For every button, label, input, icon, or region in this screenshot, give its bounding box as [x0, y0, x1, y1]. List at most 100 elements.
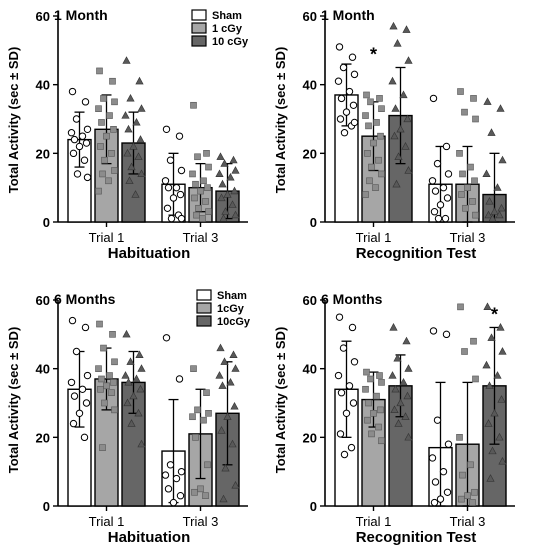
data-point	[164, 485, 173, 493]
data-point	[367, 375, 374, 383]
data-point	[123, 148, 132, 157]
data-point	[337, 389, 346, 397]
data-point	[109, 77, 116, 85]
data-point	[441, 214, 450, 223]
data-point	[404, 364, 413, 372]
data-point	[97, 143, 104, 150]
data-point	[72, 347, 81, 356]
data-point	[98, 375, 105, 383]
data-point	[136, 384, 145, 393]
data-point	[459, 170, 466, 178]
data-point	[396, 398, 405, 407]
data-point	[122, 56, 131, 64]
data-point	[487, 333, 496, 341]
data-point	[223, 412, 232, 420]
data-point	[80, 156, 89, 164]
y-tick-label: 60	[36, 293, 50, 308]
data-point	[335, 313, 344, 321]
data-point	[336, 430, 345, 438]
data-point	[231, 166, 240, 174]
y-tick-label: 20	[303, 146, 317, 161]
data-point	[362, 112, 369, 119]
x-tick-label: Trial 1	[89, 230, 125, 245]
legend-swatch-1cgy	[196, 302, 212, 314]
data-point	[488, 446, 497, 455]
data-point	[129, 142, 138, 150]
data-point	[470, 95, 477, 102]
data-point	[111, 98, 118, 106]
data-point	[442, 142, 451, 151]
data-point	[340, 450, 349, 459]
data-point	[111, 358, 118, 366]
data-point	[444, 440, 453, 448]
y-axis-label: Total Activity (sec ± SD)	[6, 47, 21, 194]
data-point	[96, 320, 103, 328]
data-point	[402, 336, 411, 345]
data-point	[135, 76, 144, 85]
data-point	[436, 201, 445, 209]
data-point	[401, 412, 410, 420]
data-point	[219, 494, 228, 503]
data-point	[461, 348, 468, 355]
data-point	[161, 471, 170, 479]
data-point	[163, 204, 172, 212]
data-point	[200, 177, 207, 185]
data-point	[132, 118, 141, 126]
data-point	[218, 381, 227, 389]
data-point	[134, 152, 143, 160]
data-point	[131, 190, 140, 198]
data-point	[402, 25, 411, 33]
data-point	[497, 395, 506, 403]
data-point	[95, 105, 102, 112]
panel-title: 6 Months	[321, 291, 383, 307]
data-point	[485, 196, 494, 205]
data-point	[67, 129, 76, 137]
legend-swatch-10cgy	[191, 35, 207, 47]
data-point	[101, 399, 108, 407]
data-point	[365, 122, 372, 130]
data-point	[431, 478, 440, 486]
data-point	[228, 200, 237, 208]
data-point	[458, 495, 465, 503]
data-point	[172, 474, 181, 483]
data-point	[67, 378, 76, 387]
data-point	[68, 87, 77, 96]
data-point	[217, 193, 226, 202]
data-point	[349, 399, 358, 407]
data-point	[458, 191, 465, 198]
y-tick-label: 40	[36, 78, 50, 93]
y-tick-label: 20	[303, 430, 317, 445]
data-point	[161, 177, 170, 185]
data-point	[364, 416, 371, 424]
data-point	[433, 159, 442, 168]
data-point	[109, 331, 116, 338]
data-point	[348, 323, 357, 332]
panel-title: 6 Months	[54, 291, 116, 307]
data-point	[486, 474, 495, 482]
data-point	[99, 170, 106, 178]
x-axis-label: Habituation	[108, 529, 191, 546]
y-tick-label: 40	[303, 362, 317, 377]
data-point	[78, 132, 87, 140]
data-point	[81, 323, 90, 332]
data-point	[429, 327, 438, 335]
data-point	[230, 186, 239, 195]
data-point	[75, 409, 84, 418]
data-point	[493, 183, 502, 191]
data-point	[461, 108, 468, 116]
data-point	[231, 364, 240, 372]
data-point	[175, 375, 184, 383]
data-point	[484, 210, 493, 219]
panel-1month-habituation: 1 Month Total Activity (sec ± SD) Habitu…	[6, 7, 249, 262]
data-point	[205, 163, 212, 171]
data-point	[342, 108, 351, 116]
data-point	[469, 499, 476, 506]
data-point	[177, 467, 186, 476]
y-tick-label: 60	[36, 9, 50, 24]
data-point	[404, 432, 413, 441]
data-point	[378, 437, 385, 445]
data-point	[378, 379, 385, 386]
data-point	[231, 480, 240, 489]
data-point	[218, 179, 227, 188]
data-point	[192, 180, 199, 188]
